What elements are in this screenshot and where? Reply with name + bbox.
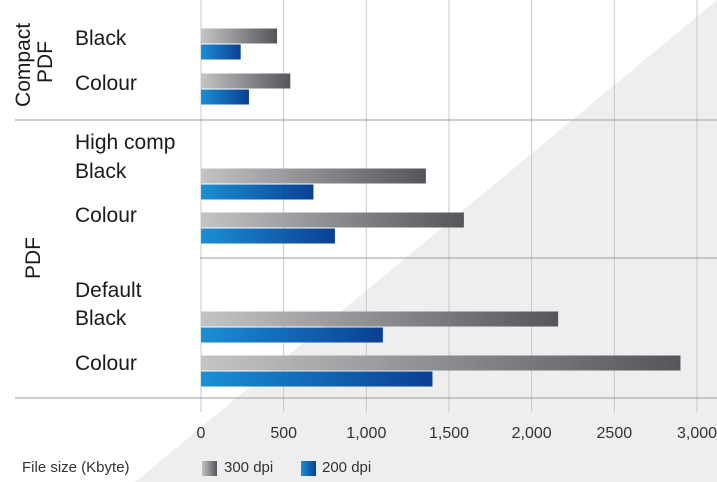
bar	[201, 168, 426, 184]
category-label: Colour	[75, 352, 137, 375]
group-label-compact: Compact PDF	[12, 17, 57, 107]
x-tick-label: 2,000	[512, 425, 552, 442]
bar	[201, 44, 241, 60]
category-label: Black	[75, 160, 127, 183]
bar	[201, 212, 464, 228]
x-axis-title: File size (Kbyte)	[22, 459, 130, 476]
bar	[201, 327, 383, 343]
x-tick-label: 1,500	[429, 425, 469, 442]
category-label: Colour	[75, 72, 137, 95]
bar	[201, 184, 314, 200]
x-tick-label: 1,000	[346, 425, 386, 442]
group-label-pdf: PDF	[22, 237, 45, 279]
x-tick-label: 500	[270, 425, 297, 442]
x-tick-label: 2500	[597, 425, 633, 442]
legend-label-300dpi: 300 dpi	[224, 459, 273, 476]
category-label: Colour	[75, 204, 137, 227]
legend-swatch-300dpi	[202, 461, 217, 476]
category-label: Black	[75, 307, 127, 330]
bar	[201, 311, 559, 327]
x-tick-label: 3,000	[677, 425, 717, 442]
bar	[201, 28, 278, 44]
bar	[201, 73, 291, 89]
x-tick-labels: 0 500 1,000 1,500 2,000 2500 3,000	[197, 425, 717, 442]
legend-swatch-200dpi	[301, 461, 316, 476]
subgroup-label-high-comp: High comp	[75, 131, 175, 154]
bar	[201, 89, 249, 105]
category-labels: Black Colour Black Colour Black Colour	[75, 27, 137, 375]
category-label: Black	[75, 27, 127, 50]
bars	[201, 28, 681, 387]
bar	[201, 355, 681, 371]
bar	[201, 371, 433, 387]
subgroup-label-default: Default	[75, 279, 142, 302]
x-tick-label: 0	[197, 425, 206, 442]
bar	[201, 228, 335, 244]
gridlines	[200, 0, 698, 412]
legend-label-200dpi: 200 dpi	[322, 459, 371, 476]
